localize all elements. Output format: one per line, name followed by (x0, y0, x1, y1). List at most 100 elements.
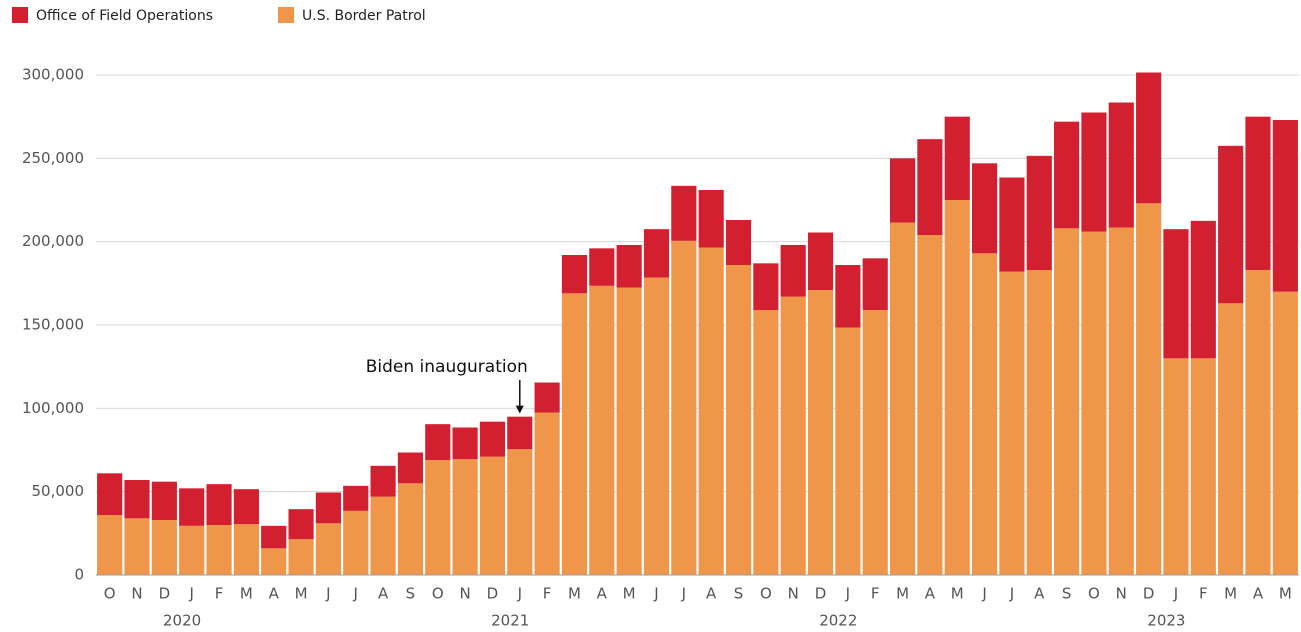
x-tick-label: M (1279, 585, 1292, 603)
x-tick-label: F (871, 585, 880, 603)
x-tick-label: S (406, 585, 416, 603)
x-tick-label: J (681, 585, 686, 603)
bar-segment (561, 293, 588, 575)
x-tick-label: J (325, 585, 330, 603)
y-tick-label: 250,000 (22, 149, 84, 167)
bar-segment (862, 310, 888, 575)
bar-segment (889, 222, 916, 575)
bar-segment (1108, 102, 1134, 228)
x-tick-label: M (240, 585, 253, 603)
x-tick-label: N (788, 585, 799, 603)
bar-segment (616, 287, 642, 575)
bar-segment (179, 488, 205, 526)
legend-label: Office of Field Operations (36, 8, 213, 24)
bar-segment (753, 310, 779, 575)
bar-segment (835, 265, 861, 328)
x-tick-label: A (706, 585, 717, 603)
bar-segment (1245, 270, 1271, 575)
bar-segment (1054, 228, 1080, 576)
x-tick-label: F (1199, 585, 1208, 603)
bar-segment (1136, 72, 1162, 204)
bar-segment (1190, 220, 1216, 359)
year-label: 2023 (1147, 612, 1185, 630)
bar-segment (315, 492, 341, 524)
x-tick-label: N (131, 585, 142, 603)
x-tick-label: M (623, 585, 636, 603)
bar-segment (671, 240, 697, 576)
x-tick-label: N (1116, 585, 1127, 603)
x-tick-label: J (981, 585, 986, 603)
bar-segment (780, 245, 806, 297)
y-tick-label: 50,000 (32, 482, 85, 500)
bar-segment (643, 277, 670, 575)
bar-segment (780, 296, 806, 575)
bar-segment (1218, 303, 1244, 575)
x-tick-label: O (432, 585, 444, 603)
bar-segment (1081, 112, 1107, 232)
bar-segment (452, 459, 478, 575)
bar-segment (1108, 227, 1134, 575)
bar-segment (452, 427, 478, 460)
bar-segment (179, 525, 205, 575)
bar-segment (1163, 358, 1189, 575)
bar-segment (479, 421, 506, 457)
x-tick-label: M (295, 585, 308, 603)
year-label: 2022 (819, 612, 857, 630)
bar-segment (397, 483, 423, 575)
x-tick-label: O (1088, 585, 1100, 603)
bar-segment (999, 177, 1025, 272)
bar-segment (1081, 231, 1107, 575)
bar-segment (97, 473, 123, 515)
y-tick-label: 300,000 (22, 66, 84, 84)
bar-segment (753, 263, 779, 310)
x-tick-label: M (896, 585, 909, 603)
bar-segment (124, 480, 150, 519)
legend-swatch (12, 7, 28, 23)
bar-segment (1245, 116, 1271, 271)
bar-segment (698, 190, 724, 248)
x-tick-label: J (1173, 585, 1178, 603)
bar-segment (206, 525, 232, 575)
bar-segment (151, 520, 177, 575)
bar-segment (1054, 121, 1080, 229)
bar-segment (944, 200, 970, 575)
x-tick-label: D (159, 585, 171, 603)
bar-segment (807, 290, 834, 575)
bar-segment (889, 158, 916, 223)
x-tick-label: S (1062, 585, 1072, 603)
bar-segment (1272, 120, 1298, 292)
legend: Office of Field Operations U.S. Border P… (12, 7, 426, 24)
bar-segment (261, 525, 287, 549)
bar-segment (917, 235, 943, 575)
x-tick-label: M (568, 585, 581, 603)
x-tick-label: F (543, 585, 552, 603)
bar-segment (425, 460, 451, 575)
bar-segment (151, 481, 177, 520)
bar-segment (343, 510, 369, 575)
x-tick-label: J (845, 585, 850, 603)
y-tick-label: 150,000 (22, 316, 84, 334)
x-tick-label: D (1143, 585, 1155, 603)
bar-segment (589, 285, 615, 575)
bar-segment (807, 232, 834, 290)
bar-segment (835, 327, 861, 575)
bar-segment (1136, 203, 1162, 576)
bar-segment (206, 484, 232, 525)
bar-segment (917, 139, 943, 235)
x-tick-label: A (597, 585, 608, 603)
bar-segment (1190, 358, 1216, 575)
x-tick-label: A (925, 585, 936, 603)
bar-segment (1026, 270, 1052, 575)
bar-segment (1163, 229, 1189, 359)
year-label: 2021 (491, 612, 529, 630)
bar-segment (233, 524, 259, 575)
x-tick-label: D (815, 585, 827, 603)
bar-segment (370, 465, 396, 497)
bar-segment (1272, 291, 1298, 575)
bar-segment (425, 424, 451, 460)
bar-segment (616, 245, 642, 288)
x-tick-label: A (378, 585, 389, 603)
bar-segment (534, 382, 560, 413)
bar-segment (972, 163, 998, 254)
